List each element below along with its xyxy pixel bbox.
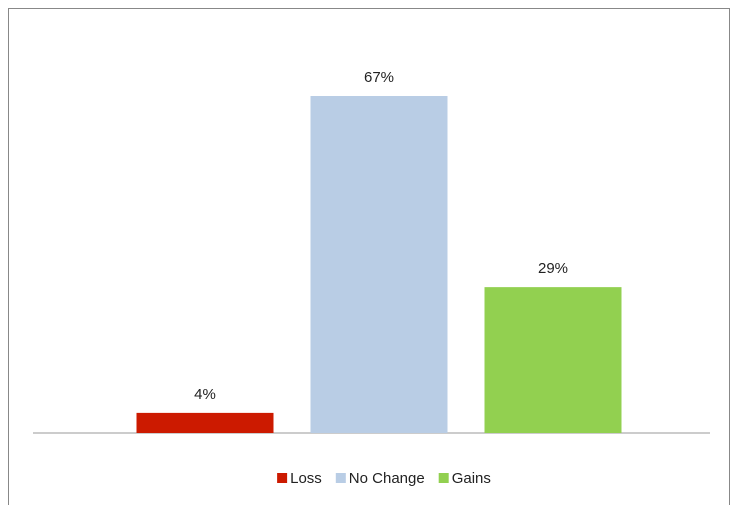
bar [310,96,448,433]
legend-label: No Change [349,470,425,487]
legend-label: Gains [452,470,491,487]
data-label: 67% [364,69,394,86]
data-label: 29% [538,260,568,277]
bar [484,287,622,433]
legend-swatch [277,473,288,483]
legend-swatch [335,473,346,483]
data-label: 4% [194,386,216,403]
legend-label: Loss [290,470,322,487]
legend-swatch [438,473,449,483]
bar [136,412,274,433]
